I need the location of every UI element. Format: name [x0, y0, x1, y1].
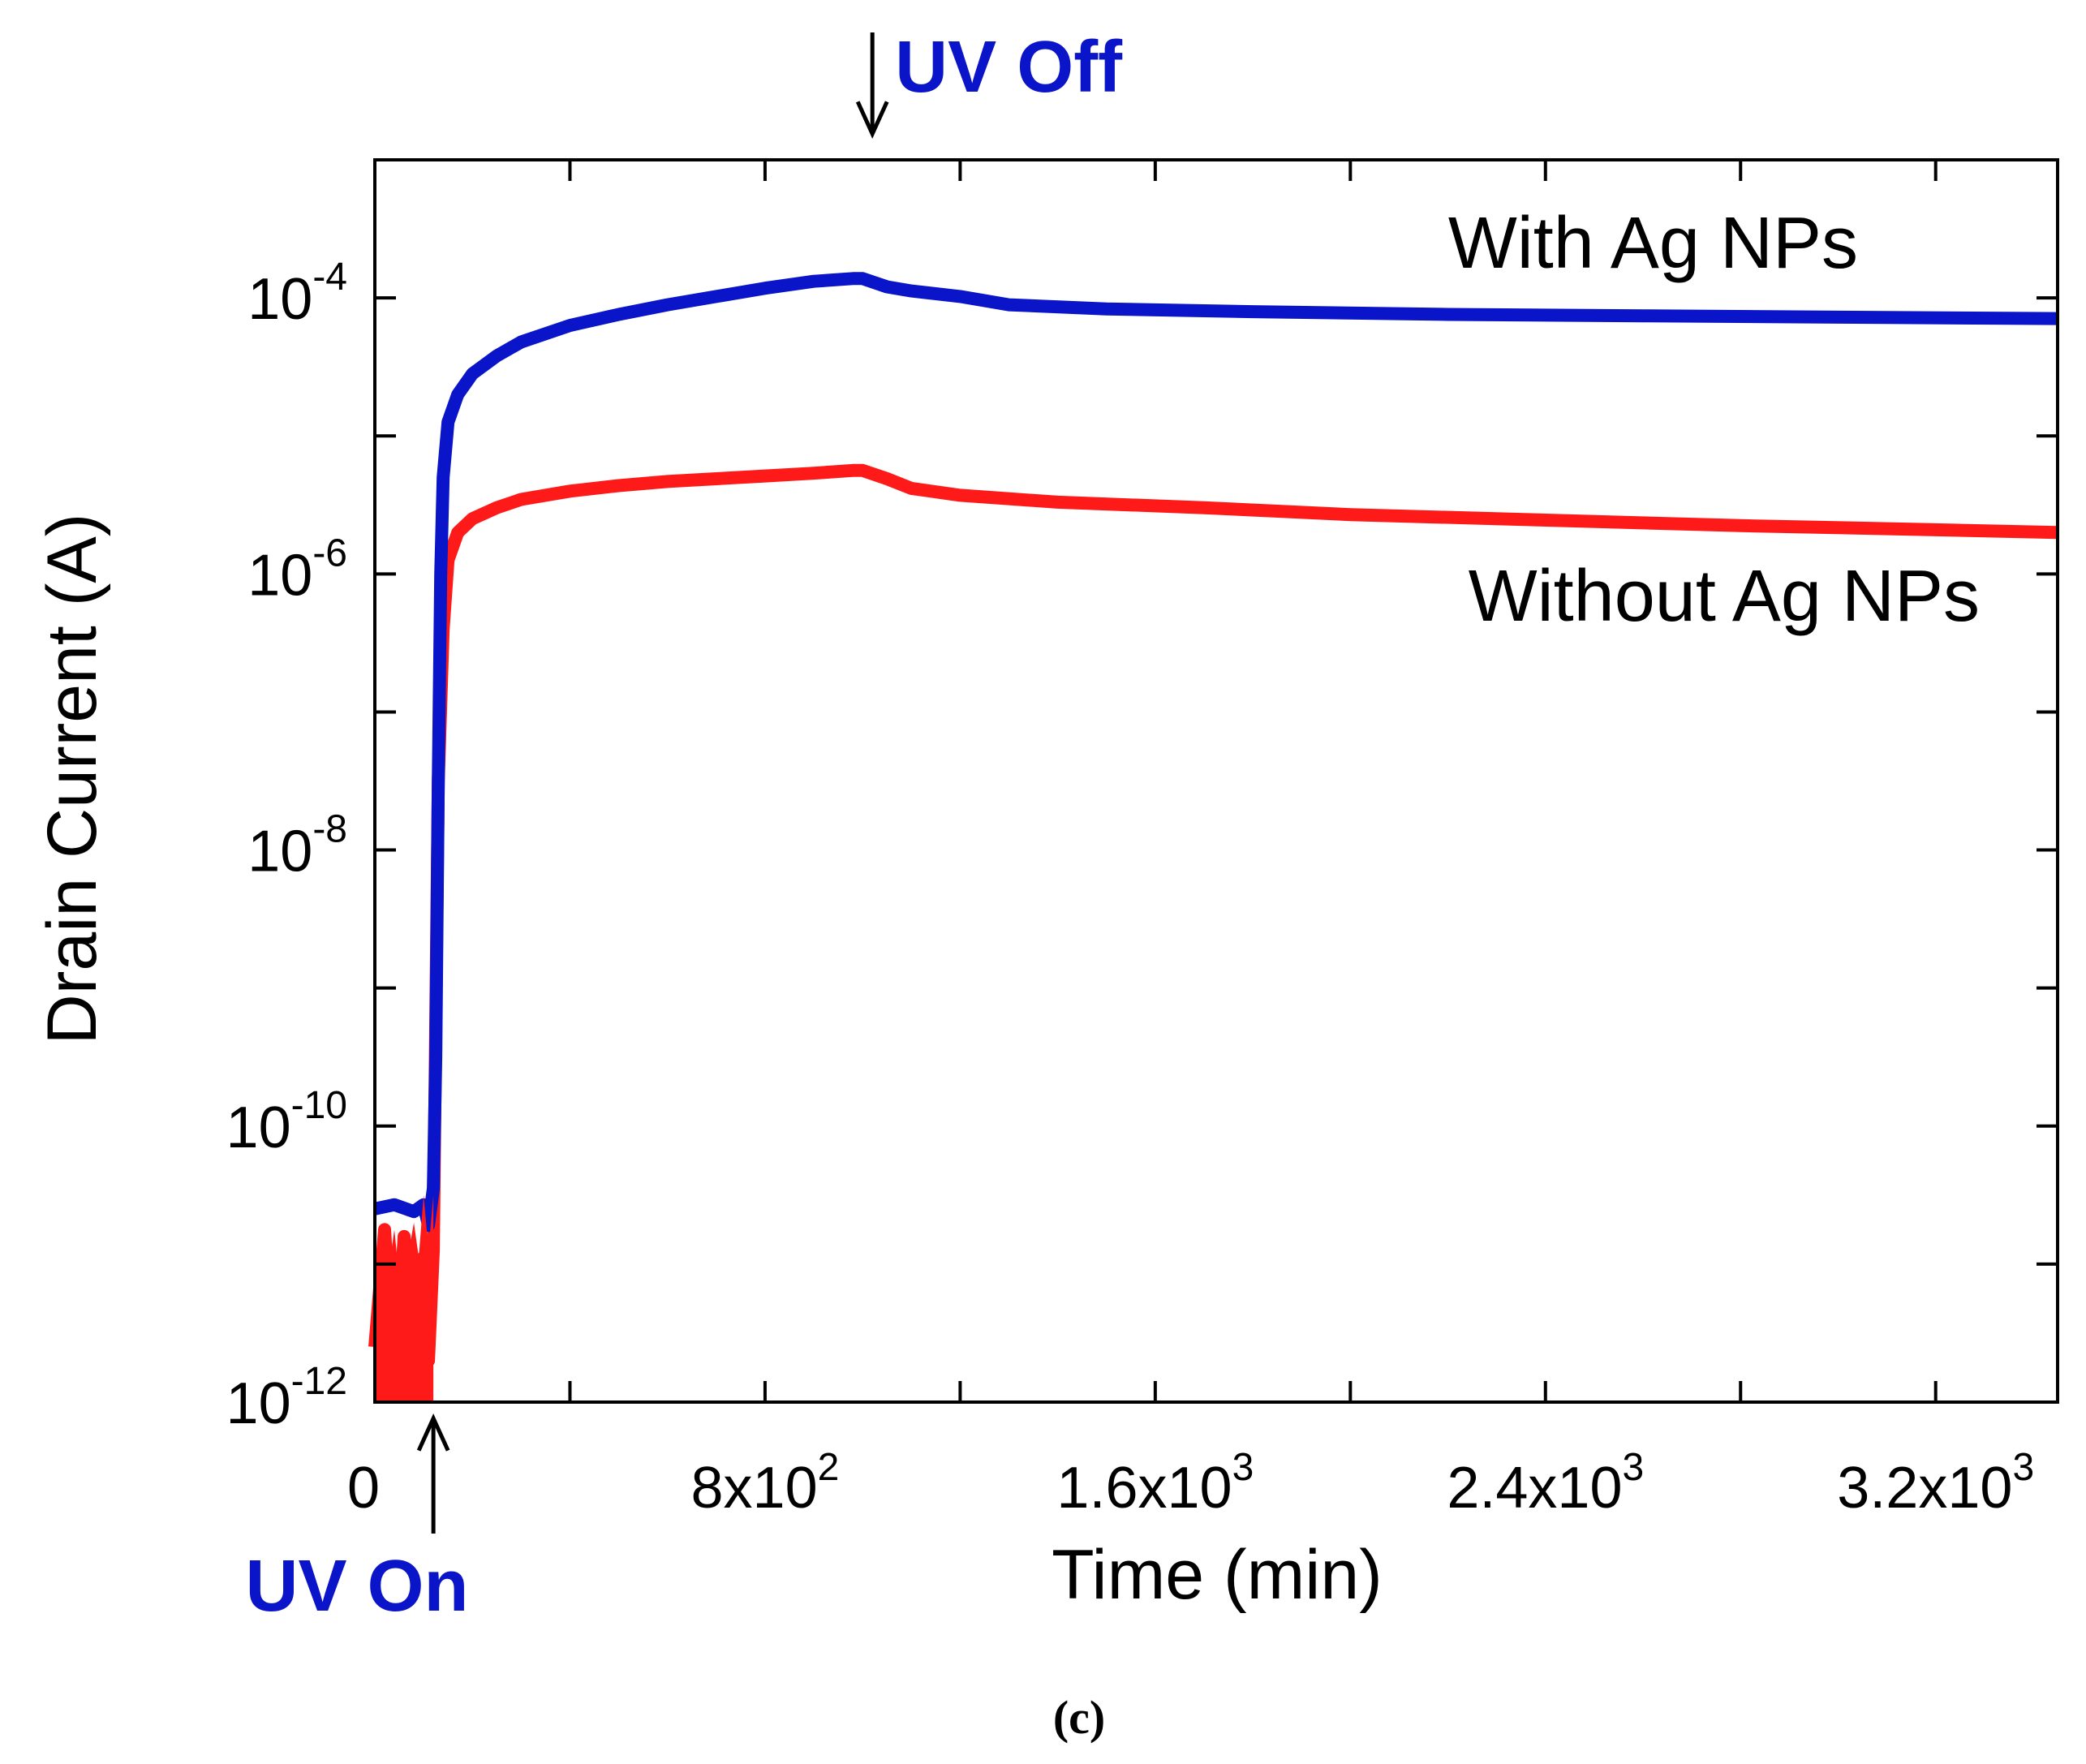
series-noise-without-ag-nps	[375, 1194, 434, 1402]
y-tick-exponent: -4	[312, 256, 347, 299]
x-tick-label: 2.4x103	[1447, 1446, 1644, 1521]
y-axis-title: Drain Current (A)	[33, 514, 111, 1045]
x-tick-label: 3.2x103	[1837, 1446, 2034, 1521]
x-tick-label: 0	[347, 1456, 380, 1521]
tick-group	[373, 158, 2058, 1404]
x-tick-mantissa: 3.2x10	[1837, 1456, 2012, 1521]
y-tick-base: 10	[247, 820, 312, 884]
label-group: 0 8x102 1.6x103 2.4x103 3.2x10310-410-610-81…	[226, 203, 2035, 1521]
x-axis-title: Time (min)	[1052, 1536, 1383, 1614]
y-tick-label: 10-10	[226, 1084, 347, 1160]
uv-on-label: UV On	[245, 1546, 468, 1627]
x-tick-mantissa: 8x10	[691, 1456, 818, 1521]
arrow-head	[855, 101, 889, 140]
x-tick-exponent: 3	[1623, 1446, 1645, 1489]
plot-frame	[373, 158, 2059, 1404]
series-label-with-ag-nps: With Ag NPs	[1448, 203, 1858, 284]
series-label-without-ag-nps: Without Ag NPs	[1469, 556, 1980, 637]
figure-caption: (c)	[1053, 1691, 1105, 1744]
y-tick-base: 10	[247, 267, 312, 332]
series-line-with-ag-nps	[373, 272, 2058, 1233]
y-tick-label: 10-12	[226, 1360, 347, 1436]
y-tick-exponent: -6	[312, 531, 347, 574]
y-tick-base: 10	[226, 1095, 291, 1160]
y-tick-exponent: -8	[312, 808, 347, 851]
y-tick-label: 10-8	[247, 808, 347, 884]
annotation-group: UV On UV Off	[245, 27, 1123, 1627]
uv-off-label: UV Off	[895, 27, 1123, 108]
y-tick-base: 10	[247, 543, 312, 608]
x-tick-exponent: 2	[818, 1446, 840, 1489]
x-tick-exponent: 3	[2012, 1446, 2034, 1489]
y-tick-label: 10-4	[247, 256, 347, 332]
x-tick-label: 1.6x103	[1056, 1446, 1254, 1521]
series-group	[368, 272, 2058, 1402]
x-tick-label: 8x102	[691, 1446, 840, 1521]
y-tick-label: 10-6	[247, 531, 347, 608]
y-tick-exponent: -10	[291, 1084, 347, 1127]
y-tick-base: 10	[226, 1371, 291, 1436]
x-tick-mantissa: 2.4x10	[1447, 1456, 1622, 1521]
arrow-head	[416, 1413, 450, 1452]
x-tick-mantissa: 1.6x10	[1056, 1456, 1232, 1521]
y-tick-exponent: -12	[291, 1360, 347, 1403]
x-tick-exponent: 3	[1232, 1446, 1254, 1489]
